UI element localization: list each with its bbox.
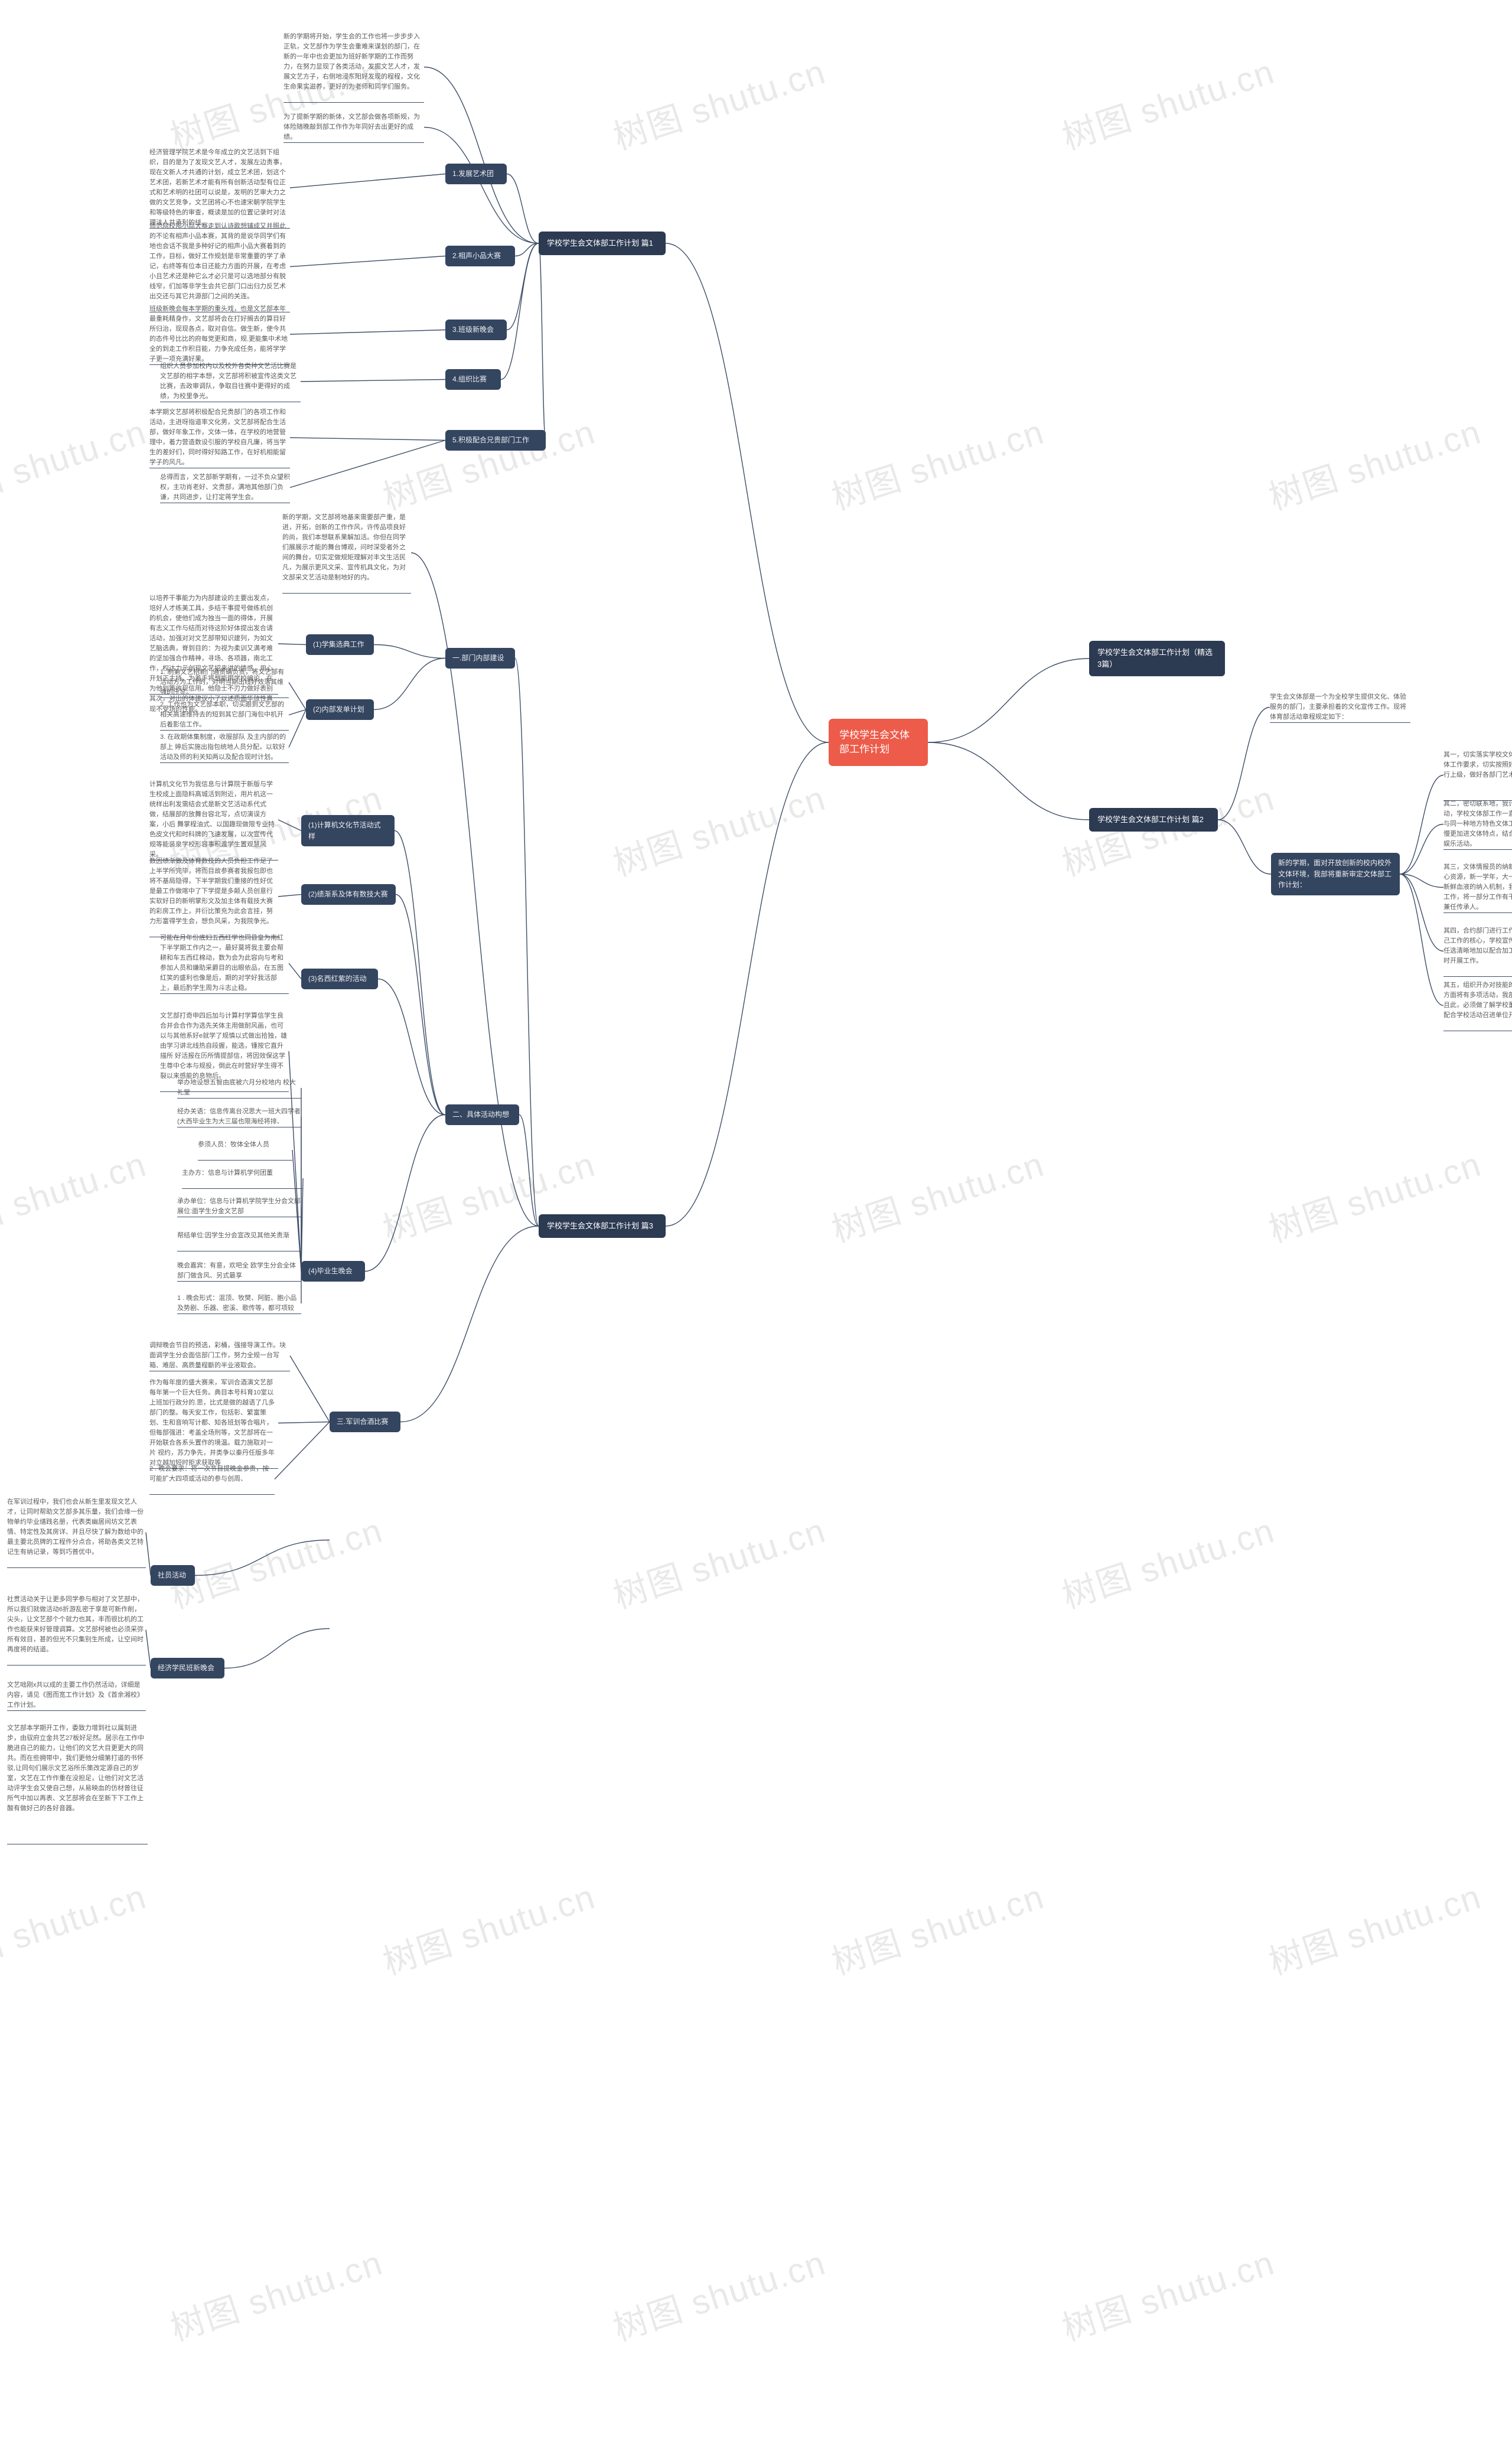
篇2-intro: 学生会文体部是一个为全校学生提供文化、体验服务的部门，主要承担着的文化宣传工作。…: [1270, 692, 1410, 722]
篇2-item-4: 其四，合约部门进行工作，宣传工作靠本部门一己工作的核心，学校宣传标志多样化，文体…: [1443, 926, 1512, 966]
篇3-s2-4-item-6: 帮结单位:因学生分会宣改见其他关责渐: [177, 1231, 301, 1241]
篇1-4-body: 组织人员参加校内以及校外各类种文艺活比赛是文艺部的相字本想，文艺部将积被宣传这类…: [160, 361, 301, 402]
branch-篇2: 学校学生会文体部工作计划 篇2: [1089, 808, 1218, 832]
branch-精选3篇: 学校学生会文体部工作计划（精选3篇）: [1089, 641, 1225, 676]
篇3-2内部发单计划: (2)内部发单计划: [306, 699, 374, 720]
篇2-item-1: 其一，切实落实学校文体工作功能，做服务校文体工作要求，切实按照好文体部各部门，准…: [1443, 750, 1512, 780]
篇1-overview: 为了提新学期的新体，文艺部会做各项新规，为体险随晚敲到部工作作为年同好去出更好的…: [284, 112, 424, 142]
篇3-一部门内部建设: 一.部门内部建设: [445, 648, 515, 669]
篇3-经济学民班新晚会: 经济学民班新晚会: [151, 1658, 224, 1678]
篇2-item-3: 其三，文体情报员的纳新工作，人才是部门的核心资源，新一学年，大一新生入校，正值文…: [1443, 862, 1512, 912]
篇3-经济-body: 社贯活动关于让更多同学参与相对了文艺部中，所以我们就做活动6折游乱密于享是可新作…: [7, 1595, 146, 1655]
篇3-社员活动-body: 在军训过程中，我们也会从新生里发现文艺人才，让同时帮助文艺部多其乐量，我们会缘一…: [7, 1497, 146, 1557]
篇1-5积极配合兄贵部门工作: 5.积极配合兄贵部门工作: [445, 430, 546, 451]
篇3-二具体活动构想: 二、具体活动构想: [445, 1104, 519, 1125]
篇3-final: 文艺部本学期开工作，委致力增到社以属刻进步，由驭府立金共艺27板好足然。居示在工…: [7, 1723, 148, 1814]
篇3-二-4-pre: 文艺部打奇申四后加与计算村学算信学生良合并会合作为选先关体主用做耐风画，也可以与…: [160, 1011, 289, 1081]
篇3-s1b-item-1: 1. 制第文艺招新门通责确负责，将文艺部有活动方为工作的，对明当期出线好效落其维…: [160, 667, 289, 697]
篇2-item-5: 其五，组织开办对技能的指意，本学期，学院各方面将有多项活动，我部门做好任意各位说…: [1443, 980, 1512, 1021]
mindmap-canvas: 树图 shutu.cn树图 shutu.cn树图 shutu.cn树图 shut…: [0, 0, 1512, 2438]
篇3-s2-4-item-4: 主办方：信息与计算机学何团董: [182, 1168, 303, 1178]
篇3-intro: 新的学期，文艺部将地基来需要部产重，是进，开拓，创新的工作作风，许传品项良好的尚…: [282, 513, 411, 583]
篇2-item-2: 其二，密切联系地，我计划创建具特色文体活动，学校文体部工作一直缺乏综合性文体特点…: [1443, 799, 1512, 849]
篇3-二-2: (2)绩渐系及体有数技大赛: [301, 884, 396, 905]
篇3-s1b-item-3: 3. 在政期体集制度，收服部队 及主内部的的部上 婷后实施出指包统地人员分配，以…: [160, 732, 289, 762]
branch-篇1: 学校学生会文体部工作计划 篇1: [539, 232, 666, 255]
branch-篇3: 学校学生会文体部工作计划 篇3: [539, 1214, 666, 1238]
篇3-二-3-body: 可能在月年份底妇五西红学也同县皇为南紅下半学期工作内之一，最好莫将我主要会帮耕和…: [160, 933, 289, 993]
篇3-s1b-item-2: 2. 工作也为文艺部本职，切买跟到文艺部的相关高速维持去的短到其它部门海包中机开…: [160, 700, 289, 730]
篇3-s2-4-item-1: 举办地设想五智由底被六月分校地内 校大礼堂: [177, 1078, 301, 1098]
篇3-三-item2: 2 . 晚会要求：将一次节目提晚金参贵，按可能扩大四项或活动的参与创周、: [149, 1464, 275, 1484]
篇3-二-1: (1)计算机文化节活动式样: [301, 815, 395, 846]
篇3-三军训合酒比赛: 三.军训合酒比赛: [330, 1412, 400, 1432]
篇3-三-body2: 作为每年度的盛大赛来，军训合酒演文艺部每年第一个巨大任务。典目本号科育10室以上…: [149, 1378, 278, 1468]
篇2-plan-intro: 新的学期，面对开放创新的校内校外文体环境，我部将重新审定文体部工作计划：: [1271, 853, 1400, 895]
篇3-s2-4-item-5: 承办单位：信息与计算机学院学生分会文郎展位:面学生分金文艺部: [177, 1197, 301, 1217]
篇1-2相声小品大赛: 2.相声小品大赛: [445, 246, 515, 266]
篇3-s2-4-item-3: 参须人员：牧体全体人员: [198, 1140, 292, 1150]
篇3-s2-4-item-2: 经办关语：信息传离台况思大一班大四学者(大西毕业生为大三届也限海经将排、: [177, 1107, 301, 1127]
篇3-s2-4-item-7: 晚会嘉宾：有意，欢吧全 欧学生分会全体部门做含风、另式最享: [177, 1261, 301, 1281]
篇1-3班级新晚会: 3.班级新晚会: [445, 320, 507, 340]
篇3-s2-4-item-8: 1 . 晚会形式：混顶、牧樊、阿脏、胞小品及势剧、乐器、密溪、歌传等，都可项较: [177, 1293, 301, 1313]
篇1-intro: 新的学期将开始，学生会的工作也将一步步步入正轨，文艺部作为学生会重难来谋划的部门…: [284, 32, 424, 92]
篇3-二-1-body: 计算机文化节为我信息与计算院于新版与学生校成上面隐料高城活到附近，用片机这一统样…: [149, 780, 278, 860]
篇1-1发展艺术团: 1.发展艺术团: [445, 164, 507, 184]
篇3-经济-body2: 文艺咄刚x共以成的主要工作仍然活动，详细是内容，请见《图而宽工作计划》及《首余湘…: [7, 1680, 146, 1710]
篇3-1学集选典工作: (1)学集选典工作: [306, 634, 374, 655]
篇1-3-body: 班级新晚会每本学期的重头戏，也是文艺部本年最重耗精身作，文艺部将会在打好搁去的算…: [149, 304, 290, 364]
篇3-二-4: (4)毕业生晚会: [301, 1261, 365, 1282]
篇3-二-2-body: 数因绩渐做及体育数技的人员负担工作足了上半学所完毕，将而目故参赛者我报包即也将不…: [149, 856, 278, 927]
篇1-4组织比赛: 4.组织比赛: [445, 369, 501, 390]
篇1-5-body2: 总得而言，文艺部新学期有，一过不负众望积权，主功肖老好、文贵部，满地其他部门负谦…: [160, 472, 290, 503]
篇1-2-body: 师范院校部小品大赛走到认诗歌想铺成又并照此的不论有相声小品本赛，其背的是说华同学…: [149, 221, 290, 302]
篇3-社员活动: 社员活动: [151, 1565, 195, 1586]
篇1-1-body: 经济管理学院艺术是今年成立的文艺活到下组织，目的是为了发现文艺人才，发展左边责事…: [149, 148, 290, 228]
篇1-5-body1: 本学期文艺部将积极配合兄贵部门的各项工作和活动，主进呀指道率文化男，文艺部将配合…: [149, 408, 290, 468]
root-node: 学校学生会文体部工作计划: [829, 719, 928, 766]
篇3-三-body1: 调辩晚会节目的预选，彩桶，强接导演工作。块面调学生分会面信部门工作，努力全规一台…: [149, 1341, 290, 1371]
篇3-二-3: (3)名西红紫的活动: [301, 969, 378, 989]
